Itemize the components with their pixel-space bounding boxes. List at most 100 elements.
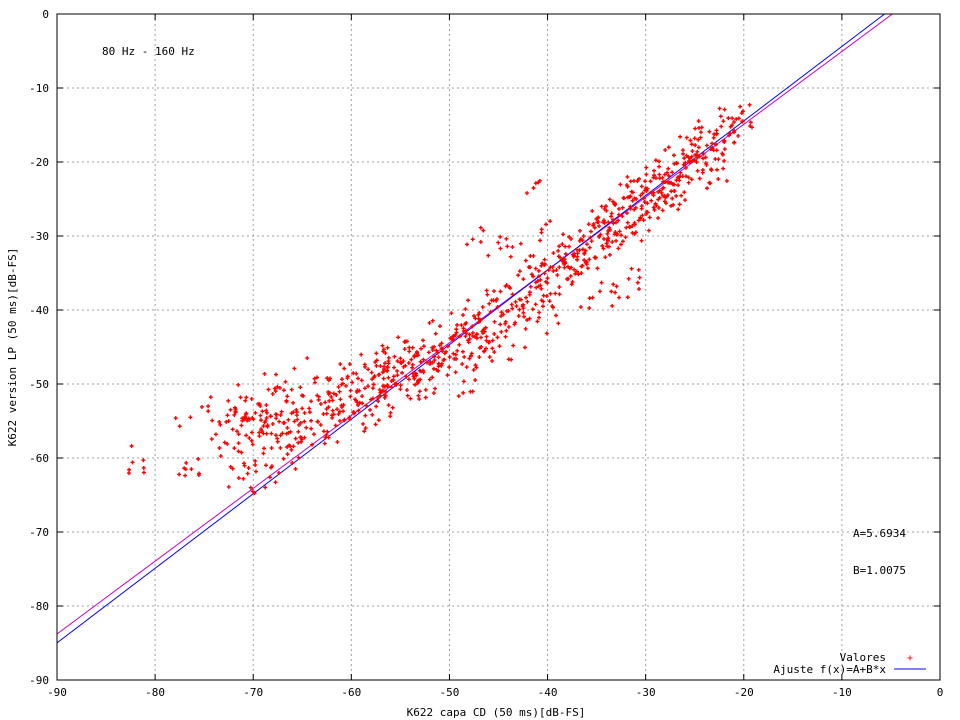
data-point xyxy=(492,319,497,324)
data-point xyxy=(736,116,741,121)
data-point xyxy=(431,366,436,371)
data-point xyxy=(524,295,529,300)
data-point xyxy=(356,403,361,408)
data-point xyxy=(616,212,621,217)
data-point xyxy=(242,463,247,468)
data-point xyxy=(695,168,700,173)
data-point xyxy=(579,271,584,276)
data-point xyxy=(536,274,541,279)
data-point xyxy=(563,244,568,249)
data-point xyxy=(501,312,506,317)
data-point xyxy=(750,125,755,130)
data-point xyxy=(601,220,606,225)
data-point xyxy=(724,178,729,183)
data-point xyxy=(707,129,712,134)
data-point xyxy=(687,158,692,163)
data-point xyxy=(370,386,375,391)
data-point xyxy=(487,355,492,360)
data-point xyxy=(695,149,700,154)
data-point xyxy=(625,295,630,300)
data-point xyxy=(279,409,284,414)
data-point xyxy=(595,266,600,271)
data-point xyxy=(711,148,716,153)
data-point xyxy=(453,352,458,357)
data-point xyxy=(262,371,267,376)
y-tick-label: -90 xyxy=(29,674,49,687)
data-point xyxy=(517,297,522,302)
data-point xyxy=(373,360,378,365)
data-point xyxy=(471,313,476,318)
data-point xyxy=(378,364,383,369)
data-point xyxy=(548,291,553,296)
data-point xyxy=(232,412,237,417)
data-point xyxy=(470,324,475,329)
data-point xyxy=(452,356,457,361)
data-point xyxy=(257,402,262,407)
data-point xyxy=(575,251,580,256)
data-point xyxy=(373,422,378,427)
data-point xyxy=(457,334,462,339)
data-point xyxy=(374,404,379,409)
data-point xyxy=(672,161,677,166)
data-point xyxy=(302,419,307,424)
data-point xyxy=(656,189,661,194)
data-point xyxy=(547,299,552,304)
data-point xyxy=(731,120,736,125)
data-point xyxy=(557,285,562,290)
data-point xyxy=(258,413,263,418)
y-tick-label: -30 xyxy=(29,230,49,243)
data-point xyxy=(484,346,489,351)
data-point xyxy=(445,373,450,378)
data-point xyxy=(630,198,635,203)
data-point xyxy=(267,475,272,480)
data-point xyxy=(263,485,268,490)
data-point xyxy=(318,422,323,427)
data-point xyxy=(334,392,339,397)
data-point xyxy=(620,205,625,210)
data-point xyxy=(492,289,497,294)
data-point xyxy=(263,418,268,423)
data-point xyxy=(420,368,425,373)
data-point xyxy=(445,344,450,349)
data-point xyxy=(285,452,290,457)
data-point xyxy=(421,357,426,362)
data-point xyxy=(580,247,585,252)
data-point xyxy=(599,204,604,209)
data-point xyxy=(635,280,640,285)
data-point xyxy=(371,382,376,387)
data-point xyxy=(325,376,330,381)
data-point xyxy=(359,352,364,357)
data-point xyxy=(577,248,582,253)
data-point xyxy=(370,412,375,417)
data-point xyxy=(260,409,265,414)
data-point xyxy=(300,393,305,398)
data-point xyxy=(690,149,695,154)
data-point xyxy=(659,190,664,195)
data-point xyxy=(616,246,621,251)
data-point xyxy=(510,292,515,297)
data-point xyxy=(295,417,300,422)
data-point xyxy=(516,313,521,318)
data-point xyxy=(546,268,551,273)
data-point xyxy=(244,395,249,400)
data-point xyxy=(362,386,367,391)
fit-lines xyxy=(56,13,893,644)
data-point xyxy=(561,232,566,237)
data-point xyxy=(537,310,542,315)
data-point xyxy=(436,361,441,366)
y-tick-label: -60 xyxy=(29,452,49,465)
data-point xyxy=(620,239,625,244)
data-point xyxy=(459,323,464,328)
data-point xyxy=(484,338,489,343)
data-point xyxy=(696,119,701,124)
data-point xyxy=(689,177,694,182)
data-point xyxy=(241,417,246,422)
data-point xyxy=(740,109,745,114)
data-point xyxy=(629,189,634,194)
data-point xyxy=(385,368,390,373)
data-point xyxy=(580,263,585,268)
frequency-band-annotation: 80 Hz - 160 Hz xyxy=(102,45,195,58)
data-point xyxy=(309,399,314,404)
data-point xyxy=(670,196,675,201)
data-point xyxy=(469,351,474,356)
